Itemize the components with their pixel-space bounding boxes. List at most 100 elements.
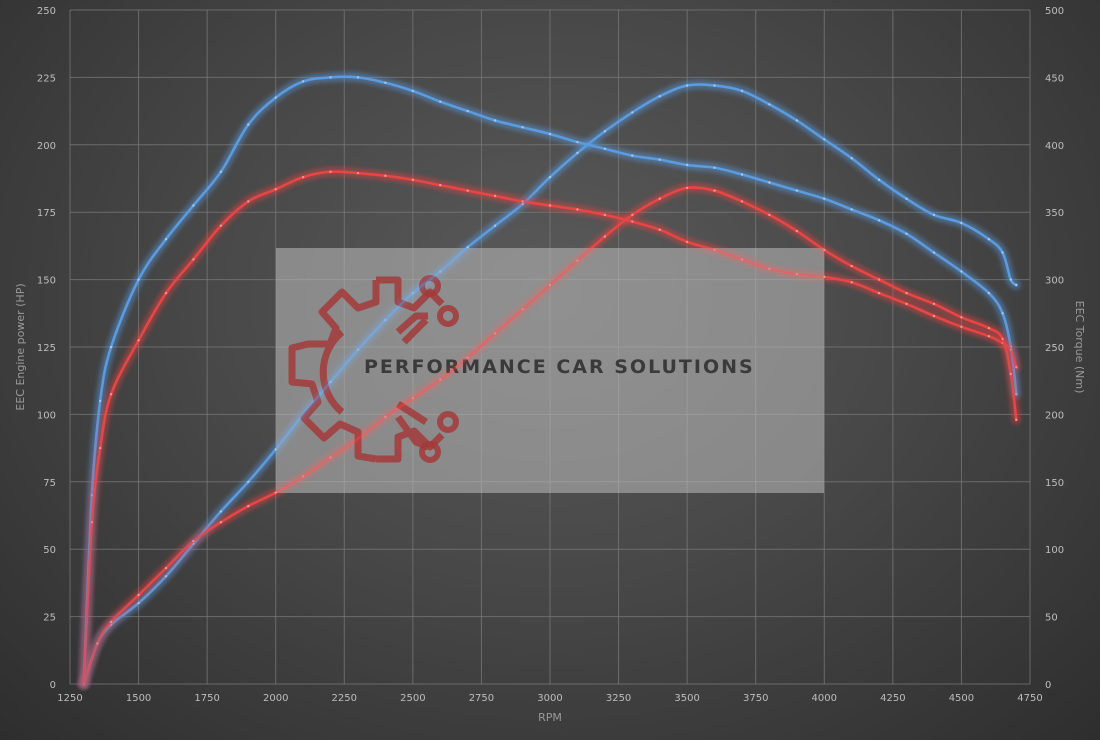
y-left-tick-label: 0	[50, 680, 56, 691]
data-point	[740, 173, 744, 176]
y-right-tick-label: 250	[1045, 343, 1064, 354]
data-point	[521, 200, 524, 203]
data-point	[384, 174, 387, 177]
x-axis-title: RPM	[538, 711, 562, 724]
y-left-tick-label: 100	[37, 410, 56, 421]
y-right-tick-label: 500	[1045, 6, 1064, 17]
data-point	[768, 103, 771, 106]
data-point	[603, 235, 607, 238]
x-tick-label: 1500	[126, 693, 151, 704]
x-tick-label: 2500	[400, 693, 425, 704]
data-point	[685, 240, 689, 244]
y-left-tick-label: 75	[43, 478, 56, 489]
data-point	[960, 270, 963, 273]
data-point	[685, 84, 689, 87]
data-point	[1015, 418, 1018, 421]
data-point	[850, 208, 853, 211]
y-left-tick-label: 150	[37, 276, 56, 287]
data-point	[411, 178, 415, 181]
data-point	[439, 184, 442, 187]
data-point	[1001, 312, 1004, 315]
y-left-tick-label: 125	[37, 343, 56, 354]
data-point	[603, 130, 607, 133]
data-point	[877, 178, 881, 181]
x-tick-label: 3250	[606, 693, 631, 704]
data-point	[905, 302, 908, 306]
y-axis-right-title: EEC Torque (Nm)	[1073, 301, 1086, 394]
data-point	[603, 213, 607, 217]
y-right-tick-label: 50	[1045, 613, 1058, 624]
data-point	[960, 316, 963, 319]
x-tick-label: 3500	[674, 693, 699, 704]
data-point	[247, 200, 250, 203]
x-tick-label: 1250	[57, 693, 82, 704]
data-point	[96, 642, 99, 645]
data-point	[932, 213, 936, 217]
data-point	[247, 504, 250, 508]
data-point	[109, 345, 113, 349]
data-point	[960, 221, 963, 225]
data-point	[850, 281, 853, 284]
x-tick-label: 3750	[743, 693, 768, 704]
data-point	[576, 151, 579, 155]
x-tick-label: 1750	[194, 693, 219, 704]
data-point	[631, 213, 634, 217]
data-point	[274, 188, 277, 191]
data-point	[247, 480, 250, 483]
data-point	[987, 335, 991, 338]
x-tick-label: 4250	[880, 693, 905, 704]
data-point	[548, 176, 552, 179]
data-point	[137, 601, 140, 605]
data-point	[439, 100, 442, 103]
data-point	[850, 264, 853, 268]
data-point	[493, 194, 497, 198]
data-point	[82, 682, 85, 686]
data-point	[1001, 251, 1004, 254]
y-right-tick-label: 0	[1045, 680, 1051, 691]
data-point	[90, 521, 94, 524]
y-left-tick-label: 175	[37, 208, 56, 219]
data-point	[301, 176, 305, 179]
x-tick-label: 2750	[469, 693, 494, 704]
data-point	[905, 232, 908, 235]
y-left-tick-label: 50	[43, 545, 56, 556]
data-point	[384, 81, 387, 85]
data-point	[740, 89, 744, 93]
data-point	[192, 539, 195, 543]
data-point	[960, 325, 963, 328]
data-point	[493, 224, 497, 227]
data-point	[905, 197, 908, 200]
data-point	[219, 510, 223, 513]
y-left-tick-label: 250	[37, 6, 56, 17]
data-point	[137, 278, 140, 281]
y-right-tick-label: 400	[1045, 141, 1064, 152]
data-point	[137, 339, 140, 342]
tick-labels: 1250 1500 1750 2000 2250 2500 2750 3000 3250 3500…	[37, 6, 1064, 704]
data-point	[1009, 278, 1012, 281]
data-point	[631, 111, 634, 114]
data-point	[932, 314, 936, 318]
data-point	[164, 566, 168, 570]
data-point	[795, 229, 799, 233]
data-point	[164, 575, 168, 578]
data-point	[631, 154, 634, 157]
data-point	[905, 291, 908, 295]
x-tick-label: 4750	[1017, 693, 1042, 704]
data-point	[219, 170, 223, 173]
y-right-tick-label: 200	[1045, 410, 1064, 421]
data-point	[109, 393, 113, 396]
data-point	[247, 123, 250, 126]
data-point	[329, 76, 332, 79]
data-point	[219, 224, 223, 227]
data-point	[932, 251, 936, 254]
data-point	[329, 170, 332, 173]
data-point	[713, 84, 716, 87]
data-point	[548, 204, 552, 207]
logo-text: PERFORMANCE CAR SOLUTIONS	[364, 356, 755, 378]
data-point	[109, 620, 113, 624]
data-point	[713, 189, 716, 192]
data-point	[987, 291, 991, 295]
data-point	[685, 163, 689, 167]
data-point	[658, 158, 661, 161]
data-point	[877, 219, 881, 222]
